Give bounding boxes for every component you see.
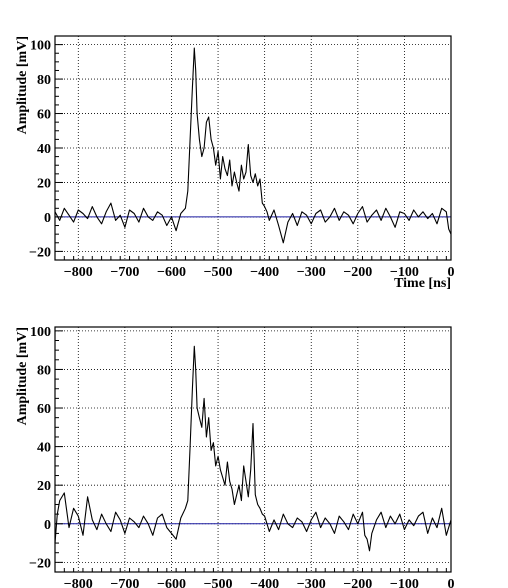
y-tick-label: 60 — [37, 108, 51, 123]
x-tick-label: −300 — [297, 265, 326, 280]
y-tick-label: −20 — [29, 556, 51, 571]
y-tick-label: 100 — [30, 325, 51, 340]
x-tick-label: −600 — [157, 577, 186, 588]
plot-frame — [54, 326, 452, 573]
x-axis-title: Time [ns] — [394, 276, 451, 291]
y-tick-label: 20 — [37, 176, 51, 191]
x-tick-label: −800 — [64, 265, 93, 280]
x-tick-label: −300 — [297, 577, 326, 588]
y-tick-label: 100 — [30, 39, 51, 54]
y-tick-label: 40 — [37, 441, 51, 456]
x-tick-label: −600 — [157, 265, 186, 280]
x-tick-label: −800 — [64, 577, 93, 588]
x-tick-label: −200 — [343, 577, 372, 588]
plot-frame — [54, 35, 452, 261]
x-tick-label: −100 — [390, 265, 419, 280]
x-tick-label: −100 — [390, 577, 419, 588]
grid — [55, 36, 452, 260]
x-tick-label: 0 — [448, 577, 455, 588]
x-tick-label: −700 — [110, 265, 139, 280]
waveform-series-line — [54, 47, 452, 244]
y-tick-label: −20 — [29, 245, 51, 260]
x-tick-label: −200 — [343, 265, 372, 280]
x-tick-label: −500 — [204, 265, 233, 280]
x-tick-label: −700 — [110, 577, 139, 588]
y-axis-title: Amplitude [mV] — [15, 36, 30, 134]
waveform-chart-bottom: −800 −700 −600 −500 −400 −300 −200 −100 0−200204… — [15, 325, 455, 588]
y-tick-label: 80 — [37, 363, 51, 378]
x-tick-label: 0 — [448, 265, 455, 280]
y-tick-label: 60 — [37, 402, 51, 417]
y-tick-label: 80 — [37, 73, 51, 88]
y-tick-label: 0 — [44, 518, 51, 533]
grid — [55, 327, 452, 572]
waveform-chart-top: −800 −700 −600 −500 −400 −300 −200 −100 0−200204… — [15, 35, 455, 291]
y-tick-label: 20 — [37, 479, 51, 494]
y-tick-label: 0 — [44, 211, 51, 226]
x-tick-label: −400 — [250, 577, 279, 588]
axis-ticks — [54, 330, 447, 573]
x-tick-label: −400 — [250, 265, 279, 280]
y-tick-label: 40 — [37, 142, 51, 157]
chart-panel-top: −800 −700 −600 −500 −400 −300 −200 −100 0 −20 0 20 4… — [15, 35, 455, 291]
chart-panel-bottom: −800 −700 −600 −500 −400 −300 −200 −100 0 −20 0 20 4… — [0, 294, 508, 588]
y-axis-title: Amplitude [mV] — [15, 327, 30, 425]
waveform-series-line — [54, 345, 452, 552]
x-tick-label: −500 — [204, 577, 233, 588]
